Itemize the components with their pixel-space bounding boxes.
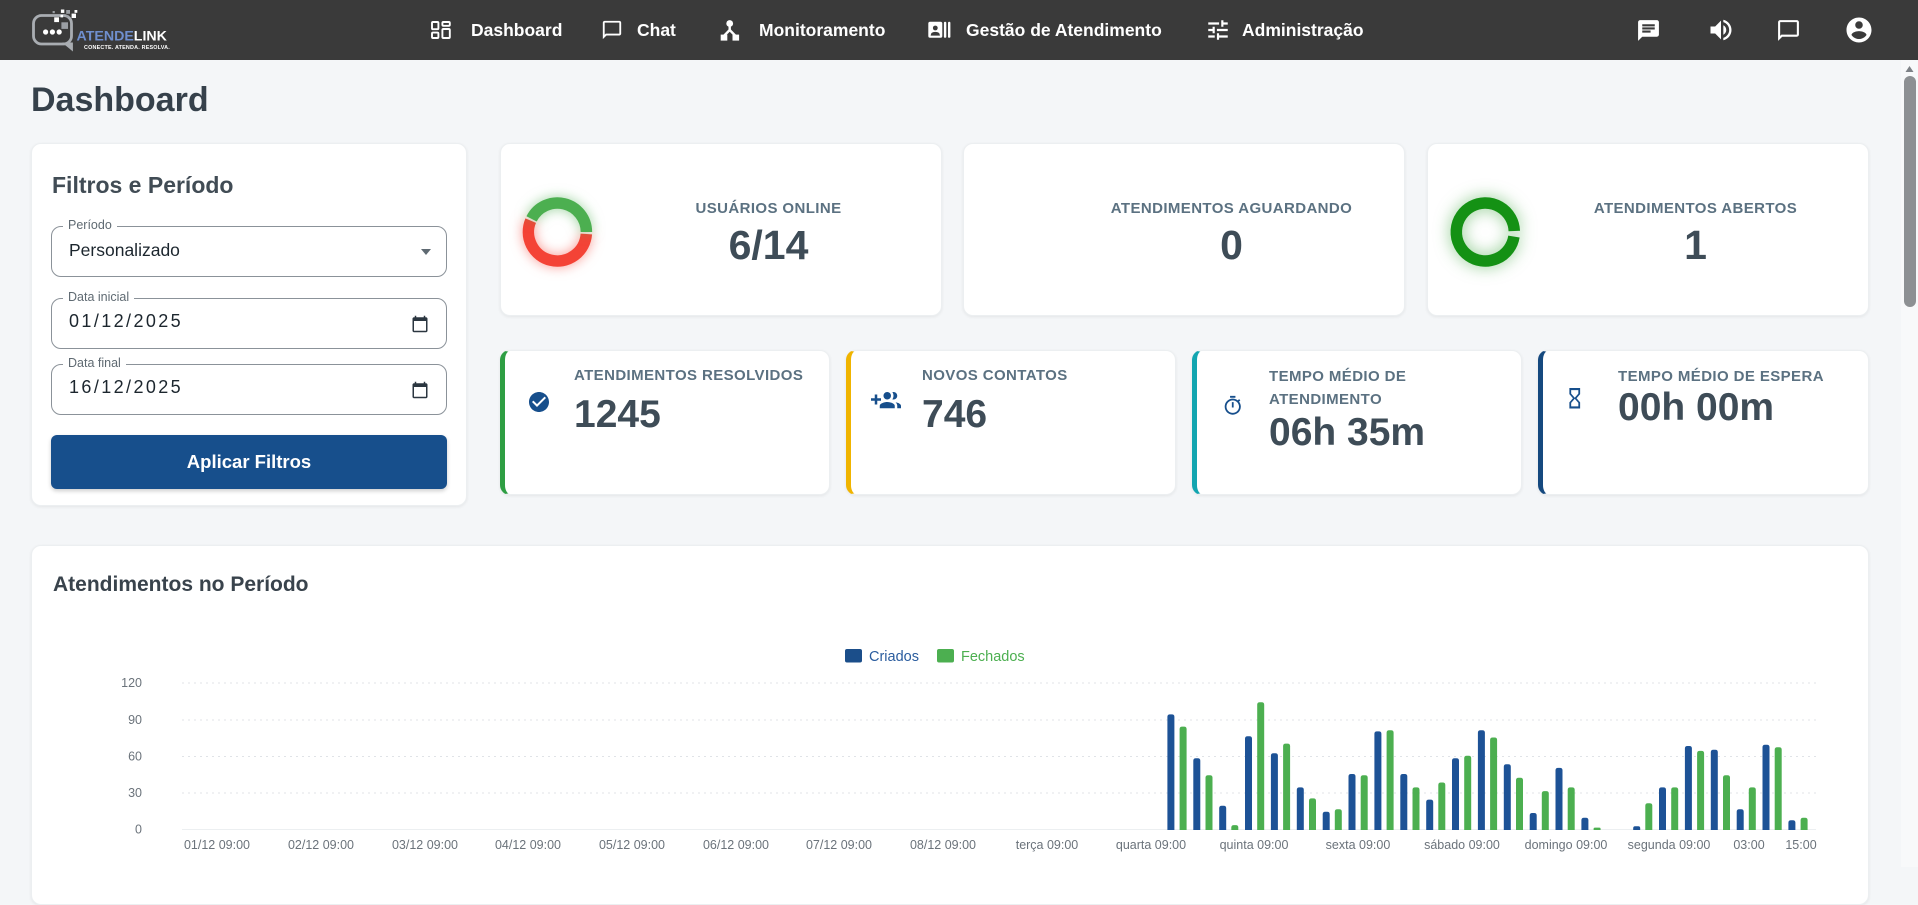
svg-text:ATENDELINK: ATENDELINK xyxy=(77,28,168,44)
svg-text:0: 0 xyxy=(135,823,142,837)
svg-text:CONECTE. ATENDA. RESOLVA.: CONECTE. ATENDA. RESOLVA. xyxy=(84,45,170,51)
svg-text:terça 09:00: terça 09:00 xyxy=(1016,838,1079,852)
svg-text:07/12 09:00: 07/12 09:00 xyxy=(806,838,872,852)
svg-text:05/12 09:00: 05/12 09:00 xyxy=(599,838,665,852)
svg-text:Fechados: Fechados xyxy=(961,649,1025,665)
svg-text:30: 30 xyxy=(128,786,142,800)
svg-text:60: 60 xyxy=(128,750,142,764)
svg-text:03:00: 03:00 xyxy=(1733,838,1764,852)
svg-text:01/12 09:00: 01/12 09:00 xyxy=(184,838,250,852)
svg-text:15:00: 15:00 xyxy=(1785,838,1816,852)
svg-text:Criados: Criados xyxy=(869,649,919,665)
svg-text:02/12 09:00: 02/12 09:00 xyxy=(288,838,354,852)
svg-text:domingo 09:00: domingo 09:00 xyxy=(1525,838,1608,852)
svg-text:Atendimentos no Período: Atendimentos no Período xyxy=(53,573,309,596)
svg-text:quinta 09:00: quinta 09:00 xyxy=(1220,838,1289,852)
svg-text:90: 90 xyxy=(128,713,142,727)
svg-text:sexta 09:00: sexta 09:00 xyxy=(1326,838,1391,852)
svg-text:08/12 09:00: 08/12 09:00 xyxy=(910,838,976,852)
svg-text:quarta 09:00: quarta 09:00 xyxy=(1116,838,1186,852)
svg-text:120: 120 xyxy=(121,676,142,690)
svg-text:04/12 09:00: 04/12 09:00 xyxy=(495,838,561,852)
svg-text:sábado 09:00: sábado 09:00 xyxy=(1424,838,1500,852)
svg-text:03/12 09:00: 03/12 09:00 xyxy=(392,838,458,852)
svg-text:06/12 09:00: 06/12 09:00 xyxy=(703,838,769,852)
svg-text:segunda 09:00: segunda 09:00 xyxy=(1628,838,1711,852)
